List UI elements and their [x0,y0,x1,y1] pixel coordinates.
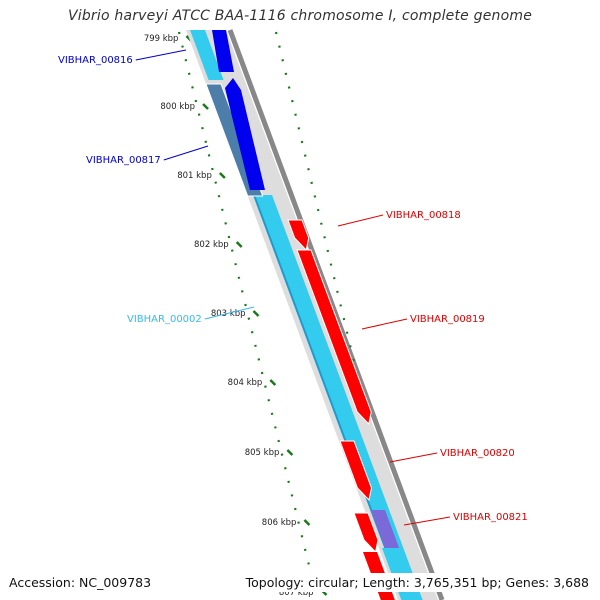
gene-vibhar-00818 [287,219,310,252]
scale-tick [235,241,243,248]
scale-tick [303,519,311,526]
scale-tick [252,310,260,317]
scale-tick-label: 804 kbp [228,378,263,388]
gene-vibhar-00820 [339,440,373,502]
backbone-line [227,29,445,600]
gene-vibhar-00819 [296,249,372,426]
gene-blue-mid [225,78,265,190]
map-title: Vibrio harveyi ATCC BAA-1116 chromosome … [67,8,533,24]
gene-label-leader [204,306,255,320]
gene-label: VIBHAR_00819 [410,314,485,325]
scale-tick [286,449,294,456]
scale-tick-label: 800 kbp [160,102,195,112]
scale-tick-label: 803 kbp [211,309,246,319]
topology-text: Topology: circular; Length: 3,765,351 bp… [245,573,589,592]
gene-label: VIBHAR_00820 [440,448,515,459]
gene-label-leader [403,516,451,526]
gene-vibhar-00821 [353,512,379,554]
gene-label-leader [361,318,408,330]
scale-tick-label: 802 kbp [194,240,229,250]
gene-label: VIBHAR_00002 [127,314,202,325]
gene-label: VIBHAR_00817 [86,155,161,166]
scale-tick [202,103,209,110]
gene-label-leader [389,452,438,463]
gene-vibhar-00816 [212,30,234,72]
gene-label: VIBHAR_00816 [58,55,133,66]
scale-tick [218,172,226,179]
gene-purple [371,510,400,548]
gene-cyan-upper [190,30,224,80]
gene-label: VIBHAR_00818 [386,210,461,221]
track-background [227,29,445,600]
scale-tick-label: 806 kbp [262,518,297,528]
gene-features [186,30,439,600]
scale-tick-label: 801 kbp [177,171,212,181]
gene-labels: VIBHAR_00816 VIBHAR_00817 VIBHAR_00002 VIBH… [58,49,528,526]
scale-tick-label: 799 kbp [144,34,179,44]
gene-label-leader [337,214,384,227]
scale-tick [269,379,277,386]
gene-label: VIBHAR_00821 [453,512,528,523]
scale-tick-label: 805 kbp [245,448,280,458]
accession-text: Accession: NC_009783 [9,573,152,592]
scale-tick-label: 807 kbp [279,588,314,598]
gene-label-leader [163,145,209,161]
gene-label-leader [135,49,187,61]
gene-vibhar-00002 [254,195,423,600]
